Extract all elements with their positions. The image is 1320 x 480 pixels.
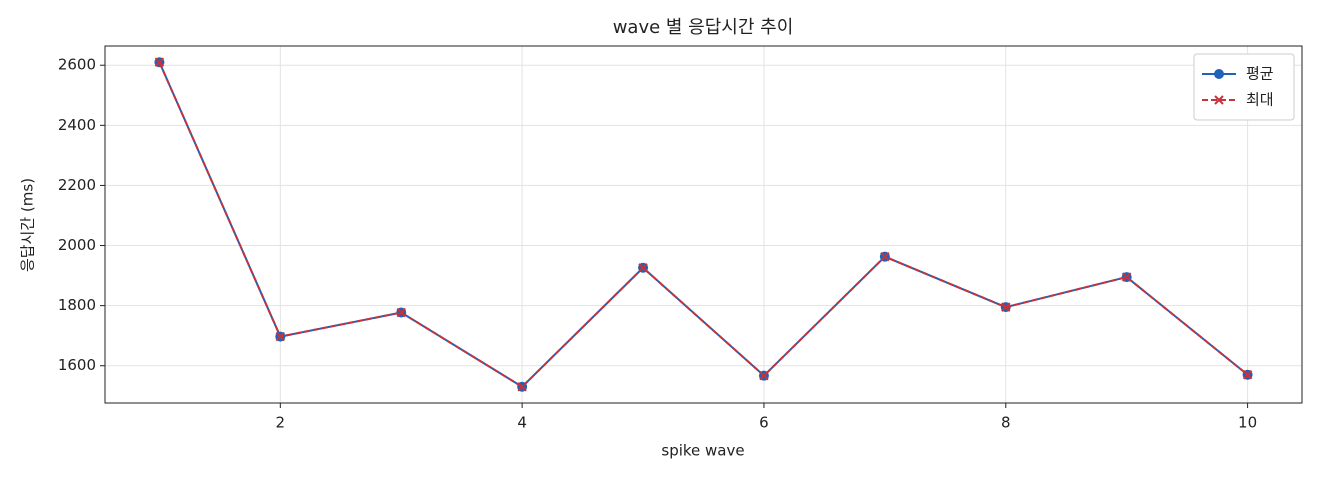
legend-label: 최대 [1246, 91, 1274, 109]
marker [1121, 272, 1132, 282]
y-tick-label: 2200 [58, 176, 96, 194]
marker [517, 382, 527, 392]
y-tick-label: 1800 [58, 296, 96, 314]
legend-marker [1214, 69, 1224, 79]
y-tick-label: 2400 [58, 116, 96, 134]
marker [154, 57, 165, 67]
chart-title: wave 별 응답시간 추이 [613, 17, 794, 38]
x-tick-label: 8 [1001, 414, 1011, 432]
legend-box [1193, 53, 1295, 121]
marker [880, 251, 890, 262]
marker [396, 307, 406, 318]
x-axis-label: spike wave [661, 442, 744, 460]
x-tick-label: 6 [759, 414, 769, 432]
y-tick-label: 2600 [58, 56, 96, 74]
marker [1001, 302, 1011, 312]
x-tick-label: 4 [517, 414, 527, 432]
y-axis-label: 응답시간 (ms) [19, 178, 37, 272]
y-tick-label: 1600 [58, 356, 96, 374]
marker [759, 370, 769, 381]
line [158, 61, 1249, 389]
line [158, 61, 1249, 389]
y-tick-label: 2000 [58, 236, 96, 254]
x-tick-label: 10 [1238, 414, 1257, 432]
legend-label: 평균 [1246, 65, 1274, 83]
x-tick-label: 2 [276, 414, 286, 432]
marker [638, 263, 648, 273]
plot-frame [104, 45, 1303, 404]
marker [275, 331, 286, 342]
marker [1242, 370, 1253, 380]
legend-marker [1214, 95, 1224, 105]
